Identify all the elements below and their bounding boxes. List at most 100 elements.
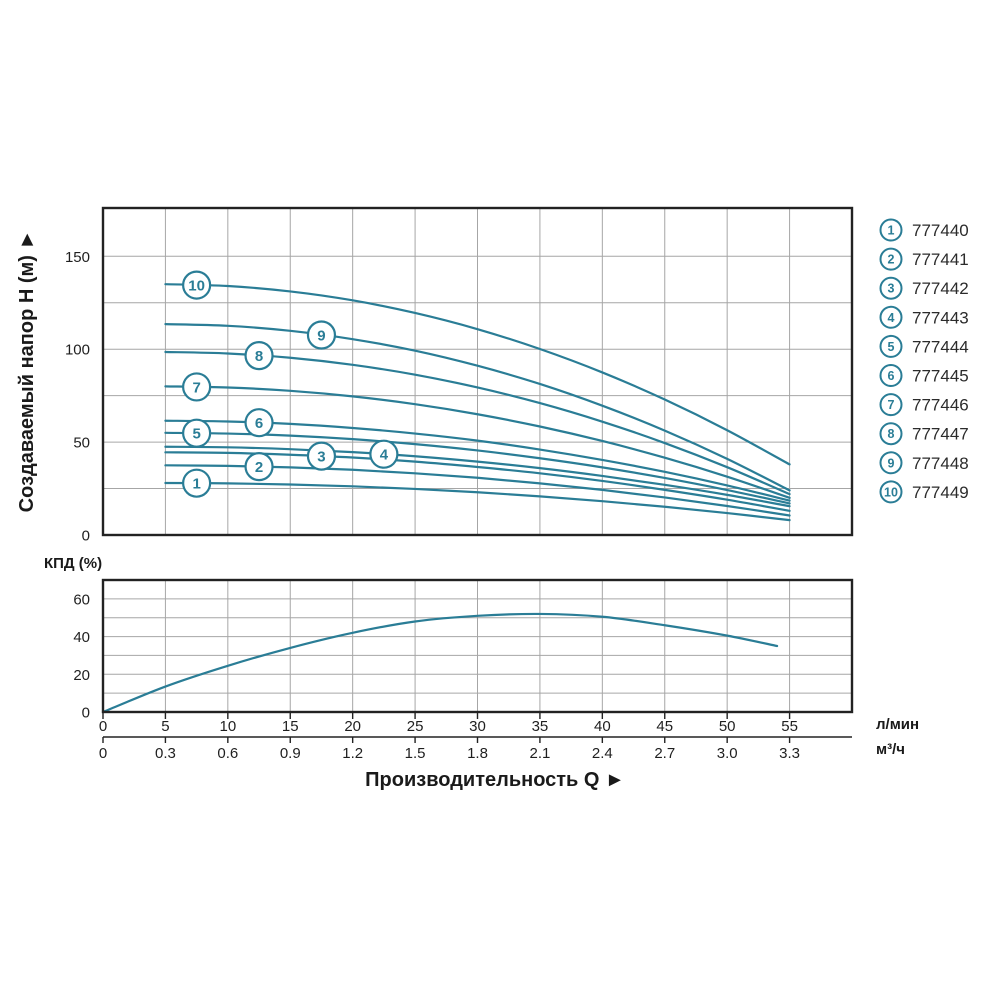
legend-badge-number-6: 6 [888, 369, 895, 383]
xtick-label-lmin: 55 [781, 718, 798, 735]
ytick-label-head: 150 [65, 249, 90, 266]
efficiency-curve-layer [101, 612, 779, 714]
curve-badge-number-3: 3 [317, 449, 325, 466]
xtick-label-lmin: 5 [161, 718, 169, 735]
legend-badge-2 [879, 247, 903, 271]
xtick-label-m3h: 2.4 [592, 745, 613, 762]
legend-badge-1 [879, 218, 903, 242]
curve-badge-1 [182, 468, 212, 498]
legend-badge-number-4: 4 [888, 311, 895, 325]
ytick-label-eff: 60 [73, 591, 90, 608]
pump-curve-7 [164, 385, 791, 499]
curve-badge-number-10: 10 [188, 278, 205, 295]
ytick-label-head: 100 [65, 342, 90, 359]
legend-item-5: 5 777444 [879, 334, 969, 358]
xtick-label-lmin: 40 [594, 718, 611, 735]
legend: 1 777440 2 777441 3 777442 4 777443 5 777444 6 7774… [879, 218, 969, 504]
legend-badge-6 [879, 364, 903, 387]
head-chart-border [101, 206, 854, 537]
xtick-label-lmin: 20 [344, 718, 361, 735]
pump-curve-8 [164, 350, 791, 496]
legend-badge-number-7: 7 [888, 398, 895, 412]
x-axis-lmin: 0 5 10 15 20 25 30 35 40 45 50 55 [99, 713, 798, 735]
legend-badge-7 [879, 393, 903, 417]
pump-curve-9 [164, 323, 791, 492]
legend-part-number: 777446 [912, 396, 969, 415]
legend-badge-4 [879, 305, 903, 329]
xtick-label-lmin: 10 [219, 718, 236, 735]
unit-m3h: м³/ч [876, 741, 905, 758]
y-axis-title-head: Создаваемый напор H (м) ► [16, 230, 38, 513]
legend-part-number: 777448 [912, 454, 969, 473]
legend-item-1: 1 777440 [879, 218, 969, 242]
legend-badge-number-9: 9 [888, 456, 895, 470]
efficiency-curve [101, 612, 779, 714]
xtick-label-m3h: 1.8 [467, 745, 488, 762]
head-chart-frame [101, 206, 854, 537]
pump-curve-10 [164, 283, 791, 466]
pump-curve-5 [164, 431, 791, 505]
legend-badge-3 [879, 276, 903, 300]
head-chart-grid [103, 208, 852, 535]
curve-badge-2 [244, 452, 274, 482]
legend-part-number: 777442 [912, 279, 969, 298]
xtick-label-lmin: 0 [99, 718, 107, 735]
head-chart-ytick-labels: 0 50 100 150 [65, 249, 90, 545]
curve-badge-5 [182, 418, 212, 448]
xtick-label-lmin: 30 [469, 718, 486, 735]
pump-curve-3 [164, 451, 791, 512]
efficiency-ytick-labels: 0 20 40 60 [73, 591, 90, 721]
legend-item-8: 8 777447 [879, 422, 969, 446]
legend-item-7: 7 777446 [879, 393, 969, 417]
xtick-label-lmin: 45 [656, 718, 673, 735]
legend-badge-5 [879, 334, 903, 358]
legend-badge-number-2: 2 [888, 253, 895, 267]
curve-badge-number-4: 4 [380, 447, 389, 464]
legend-badge-number-8: 8 [888, 427, 895, 441]
xtick-label-lmin: 50 [719, 718, 736, 735]
ytick-label-eff: 0 [82, 705, 90, 722]
legend-part-number: 777449 [912, 483, 969, 502]
xtick-label-m3h: 2.7 [654, 745, 675, 762]
curve-badge-number-1: 1 [192, 476, 200, 493]
legend-part-number: 777445 [912, 367, 969, 386]
curve-badge-6 [244, 408, 274, 438]
legend-badge-10 [879, 480, 903, 504]
efficiency-chart-frame [101, 578, 854, 714]
unit-lmin: л/мин [876, 716, 919, 733]
ytick-label-eff: 20 [73, 667, 90, 684]
legend-item-9: 9 777448 [879, 451, 969, 475]
efficiency-chart-border [101, 578, 854, 714]
ytick-label-eff: 40 [73, 629, 90, 646]
legend-badge-9 [879, 451, 903, 475]
legend-badge-number-10: 10 [884, 485, 898, 499]
xtick-label-m3h: 2.1 [529, 745, 550, 762]
curve-badge-number-8: 8 [255, 348, 263, 365]
curve-badge-4 [369, 439, 399, 469]
xtick-label-lmin: 15 [282, 718, 299, 735]
pump-curve-4 [164, 445, 791, 508]
legend-item-3: 3 777442 [879, 276, 969, 300]
x-axis-title: Производительность Q ► [365, 769, 625, 791]
legend-part-number: 777440 [912, 221, 969, 240]
curve-badge-number-6: 6 [255, 415, 263, 432]
efficiency-chart-grid [103, 580, 852, 712]
pump-curve-1 [164, 481, 791, 522]
xtick-label-lmin: 35 [532, 718, 549, 735]
x-axis-m3h: 0 0.3 0.6 0.9 1.2 1.5 1.8 2.1 2.4 2.7 3.0 3.3 [99, 736, 852, 762]
legend-badge-8 [879, 422, 903, 446]
xtick-label-m3h: 0.3 [155, 745, 176, 762]
legend-part-number: 777441 [912, 250, 969, 269]
efficiency-title: КПД (%) [44, 555, 102, 572]
legend-item-2: 2 777441 [879, 247, 969, 271]
curve-badge-10 [182, 270, 212, 300]
xtick-label-m3h: 1.5 [405, 745, 426, 762]
curve-badge-7 [182, 372, 212, 402]
curve-badge-number-7: 7 [192, 379, 200, 396]
curve-badge-number-9: 9 [317, 327, 325, 344]
curve-badge-number-2: 2 [255, 459, 263, 476]
legend-part-number: 777444 [912, 337, 969, 356]
legend-badge-number-1: 1 [888, 224, 895, 238]
